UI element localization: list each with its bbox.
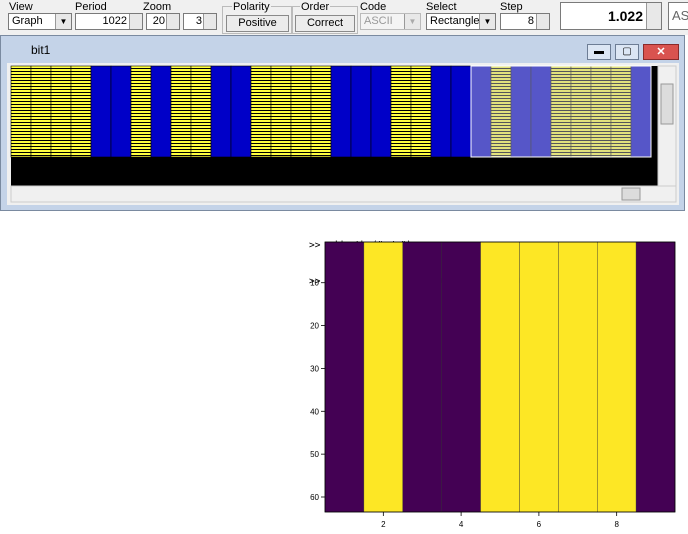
bit-column [150,65,172,158]
bit-column [190,65,212,158]
bit-column [30,65,52,158]
bit-column [250,65,272,158]
label: Period [75,1,107,13]
bit-column [110,65,132,158]
console: >> addpath ("./m") >> check_matrix("bit1… [309,216,641,300]
bit-column [50,65,72,158]
bit-column [410,65,432,158]
bit-column [230,65,252,158]
selection [470,65,652,158]
bit-column [170,65,192,158]
value: 20 [152,15,165,27]
select-select[interactable]: Rectangle ▼ [426,13,496,30]
bit-column [370,65,392,158]
zoom-input[interactable]: 20 [146,13,180,30]
bit-columns [10,65,652,158]
spinner[interactable] [646,3,661,29]
bit-column [310,65,332,158]
console-line: >> addpath ("./m") [309,240,412,251]
label: Order [300,1,331,13]
bit-column [270,65,292,158]
value: 1022 [102,15,127,27]
bit-column [350,65,372,158]
window-title: bit1 [31,43,51,57]
value: Graph [12,15,43,27]
maximize-button[interactable]: ▢ [615,44,639,60]
polarity-button[interactable]: Positive [226,15,289,32]
bit-column [90,65,112,158]
zoom-input[interactable]: 3 [183,13,217,30]
bit-column [130,65,152,158]
value: 8 [527,15,534,27]
label: Zoom [143,1,172,13]
value: Rectangle [430,15,480,27]
arrow: ▼ [404,14,420,29]
step-input[interactable]: 8 [500,13,550,30]
arrow: ▼ [479,14,495,29]
view-select[interactable]: Graph ▼ [8,13,72,30]
display-input[interactable]: 1.022 [560,2,662,30]
spinner[interactable] [203,14,216,29]
console-line: >> check_matrix("bit1-502.txt","511m9-su… [309,276,641,287]
label: Select [426,1,457,13]
label: Code [360,1,387,13]
close-button[interactable]: ✕ [643,44,679,60]
bit-column [10,65,32,158]
period-input[interactable]: 1022 [75,13,143,30]
bit-column [70,65,92,158]
bit-column [330,65,352,158]
value: 1.022 [607,8,643,24]
label: Step [500,1,523,13]
order-button[interactable]: Correct [295,15,355,32]
bit-column [210,65,232,158]
minimize-button[interactable]: ▬ [587,44,611,60]
arrow: ▼ [55,14,71,29]
bit-column [430,65,452,158]
bit-column [450,65,472,158]
scroll-thumb[interactable] [621,187,641,201]
label: Polarity [232,1,271,13]
spinner[interactable] [166,14,179,29]
value: 3 [195,15,202,27]
scroll-thumb[interactable] [660,83,674,125]
extra-field: AS [668,2,688,30]
horizontal-scrollbar[interactable] [10,185,677,203]
toolbar: View Graph ▼ Period 1022 Zoom 20 3 Polari… [0,0,688,35]
code-select[interactable]: ASCII ▼ [360,13,421,30]
bit-column [390,65,412,158]
spinner[interactable] [129,14,142,29]
value: ASCII [364,15,393,27]
spinner[interactable] [536,14,549,29]
label: View [9,1,33,13]
bit-column [290,65,312,158]
